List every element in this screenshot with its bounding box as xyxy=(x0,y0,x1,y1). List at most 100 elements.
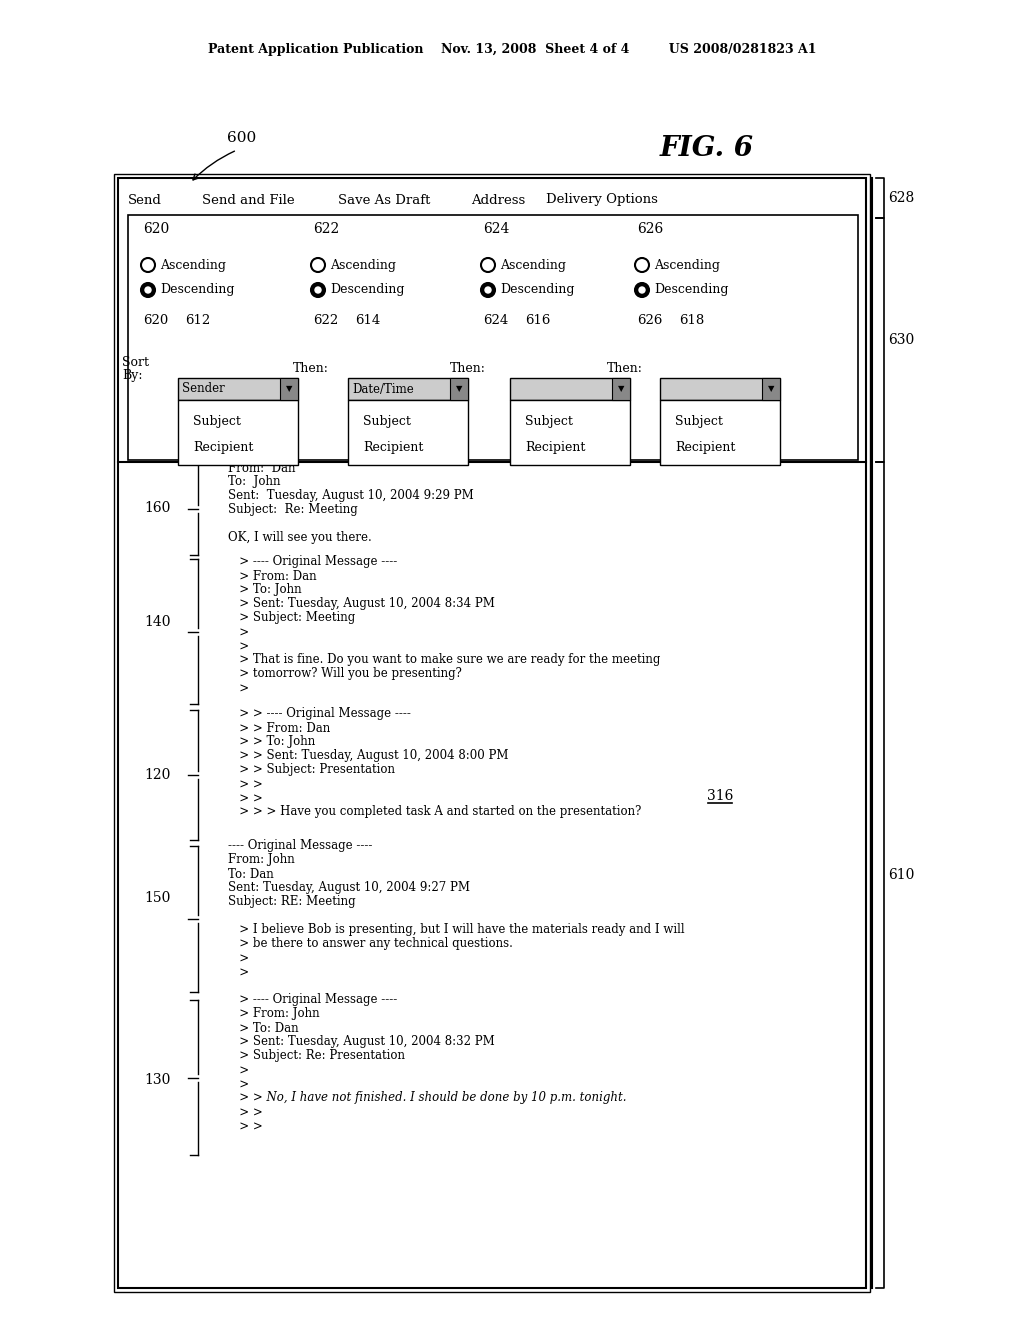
Text: ▼: ▼ xyxy=(456,384,462,393)
Bar xyxy=(178,400,298,465)
Text: 624: 624 xyxy=(483,314,508,326)
Text: 614: 614 xyxy=(355,314,380,326)
Text: Subject: Subject xyxy=(362,416,411,429)
Circle shape xyxy=(311,282,325,297)
Text: By:: By: xyxy=(122,370,142,383)
Text: Ascending: Ascending xyxy=(330,259,396,272)
Text: 626: 626 xyxy=(637,222,664,236)
Text: > >: > > xyxy=(228,1119,263,1133)
Text: From:  Dan: From: Dan xyxy=(228,462,296,474)
Text: ▼: ▼ xyxy=(768,384,774,393)
Text: Recipient: Recipient xyxy=(193,441,253,454)
Text: 600: 600 xyxy=(227,131,257,145)
Text: ▼: ▼ xyxy=(617,384,625,393)
Text: Subject: Subject xyxy=(525,416,572,429)
Text: Sent:  Tuesday, August 10, 2004 9:29 PM: Sent: Tuesday, August 10, 2004 9:29 PM xyxy=(228,490,474,503)
Text: Save As Draft: Save As Draft xyxy=(338,194,430,206)
Text: Ascending: Ascending xyxy=(500,259,566,272)
Text: > Sent: Tuesday, August 10, 2004 8:32 PM: > Sent: Tuesday, August 10, 2004 8:32 PM xyxy=(228,1035,495,1048)
Text: Send and File: Send and File xyxy=(202,194,295,206)
Text: Sent: Tuesday, August 10, 2004 9:27 PM: Sent: Tuesday, August 10, 2004 9:27 PM xyxy=(228,882,470,895)
Circle shape xyxy=(481,257,495,272)
Text: > >: > > xyxy=(228,1106,263,1118)
Text: >: > xyxy=(228,626,249,639)
Text: >: > xyxy=(228,1064,249,1077)
Bar xyxy=(450,378,468,400)
Text: Then:: Then: xyxy=(293,363,329,375)
Text: Descending: Descending xyxy=(654,284,728,297)
Text: > To: Dan: > To: Dan xyxy=(228,1022,299,1035)
Text: > >: > > xyxy=(228,777,263,791)
Text: > >: > > xyxy=(228,792,263,804)
Text: > Subject: Re: Presentation: > Subject: Re: Presentation xyxy=(228,1049,406,1063)
Text: ▼: ▼ xyxy=(286,384,292,393)
Text: > > Subject: Presentation: > > Subject: Presentation xyxy=(228,763,395,776)
Circle shape xyxy=(639,286,645,293)
Text: Send: Send xyxy=(128,194,162,206)
Text: > Subject: Meeting: > Subject: Meeting xyxy=(228,611,355,624)
Text: 610: 610 xyxy=(888,869,914,882)
Bar xyxy=(510,400,630,465)
Text: 612: 612 xyxy=(185,314,210,326)
Text: > I believe Bob is presenting, but I will have the materials ready and I will: > I believe Bob is presenting, but I wil… xyxy=(228,924,685,936)
Bar xyxy=(348,400,468,465)
Text: > > No, I have not finished. I should be done by 10 p.m. tonight.: > > No, I have not finished. I should be… xyxy=(228,1092,627,1105)
Text: > tomorrow? Will you be presenting?: > tomorrow? Will you be presenting? xyxy=(228,668,462,681)
Circle shape xyxy=(141,282,155,297)
Text: 140: 140 xyxy=(144,615,171,630)
Text: From: John: From: John xyxy=(228,854,295,866)
Text: ---- Original Message ----: ---- Original Message ---- xyxy=(228,840,373,853)
Text: Ascending: Ascending xyxy=(160,259,226,272)
Text: >: > xyxy=(228,1077,249,1090)
Text: 620: 620 xyxy=(143,222,169,236)
Text: To:  John: To: John xyxy=(228,475,281,488)
Text: FIG. 6: FIG. 6 xyxy=(660,135,754,161)
Circle shape xyxy=(481,282,495,297)
Text: Then:: Then: xyxy=(450,363,485,375)
Text: > To: John: > To: John xyxy=(228,583,302,597)
Text: 120: 120 xyxy=(144,768,171,781)
Text: >: > xyxy=(228,952,249,965)
Bar xyxy=(114,174,870,1292)
Circle shape xyxy=(311,257,325,272)
Text: 130: 130 xyxy=(144,1073,171,1086)
Bar xyxy=(660,400,780,465)
Text: Address: Address xyxy=(471,194,525,206)
Text: > From: Dan: > From: Dan xyxy=(228,569,316,582)
Text: >: > xyxy=(228,965,249,978)
Text: Subject: Subject xyxy=(193,416,241,429)
Bar xyxy=(660,378,780,400)
Circle shape xyxy=(141,257,155,272)
Bar xyxy=(348,378,468,400)
Text: > > Sent: Tuesday, August 10, 2004 8:00 PM: > > Sent: Tuesday, August 10, 2004 8:00 … xyxy=(228,750,509,763)
Text: >: > xyxy=(228,681,249,694)
Text: 624: 624 xyxy=(483,222,509,236)
Bar xyxy=(128,215,858,459)
Text: 630: 630 xyxy=(888,333,914,347)
Text: Sender: Sender xyxy=(182,383,224,396)
Text: Subject: RE: Meeting: Subject: RE: Meeting xyxy=(228,895,355,908)
Text: > > From: Dan: > > From: Dan xyxy=(228,722,331,734)
Text: Descending: Descending xyxy=(330,284,404,297)
Text: 618: 618 xyxy=(679,314,705,326)
Bar xyxy=(280,378,298,400)
Circle shape xyxy=(485,286,490,293)
Text: 628: 628 xyxy=(888,191,914,205)
Text: > > To: John: > > To: John xyxy=(228,735,315,748)
Text: > be there to answer any technical questions.: > be there to answer any technical quest… xyxy=(228,937,513,950)
Text: > ---- Original Message ----: > ---- Original Message ---- xyxy=(228,994,397,1006)
Text: >: > xyxy=(228,639,249,652)
Text: 622: 622 xyxy=(313,314,338,326)
Text: 616: 616 xyxy=(525,314,550,326)
Text: Recipient: Recipient xyxy=(362,441,423,454)
Text: > > ---- Original Message ----: > > ---- Original Message ---- xyxy=(228,708,411,721)
Text: To: Dan: To: Dan xyxy=(228,867,273,880)
Text: 622: 622 xyxy=(313,222,339,236)
Text: Subject: Subject xyxy=(675,416,723,429)
Text: Ascending: Ascending xyxy=(654,259,720,272)
Bar xyxy=(510,378,630,400)
Text: > > > Have you completed task A and started on the presentation?: > > > Have you completed task A and star… xyxy=(228,805,641,818)
Bar xyxy=(762,378,780,400)
Circle shape xyxy=(635,257,649,272)
Text: Patent Application Publication    Nov. 13, 2008  Sheet 4 of 4         US 2008/02: Patent Application Publication Nov. 13, … xyxy=(208,44,816,57)
